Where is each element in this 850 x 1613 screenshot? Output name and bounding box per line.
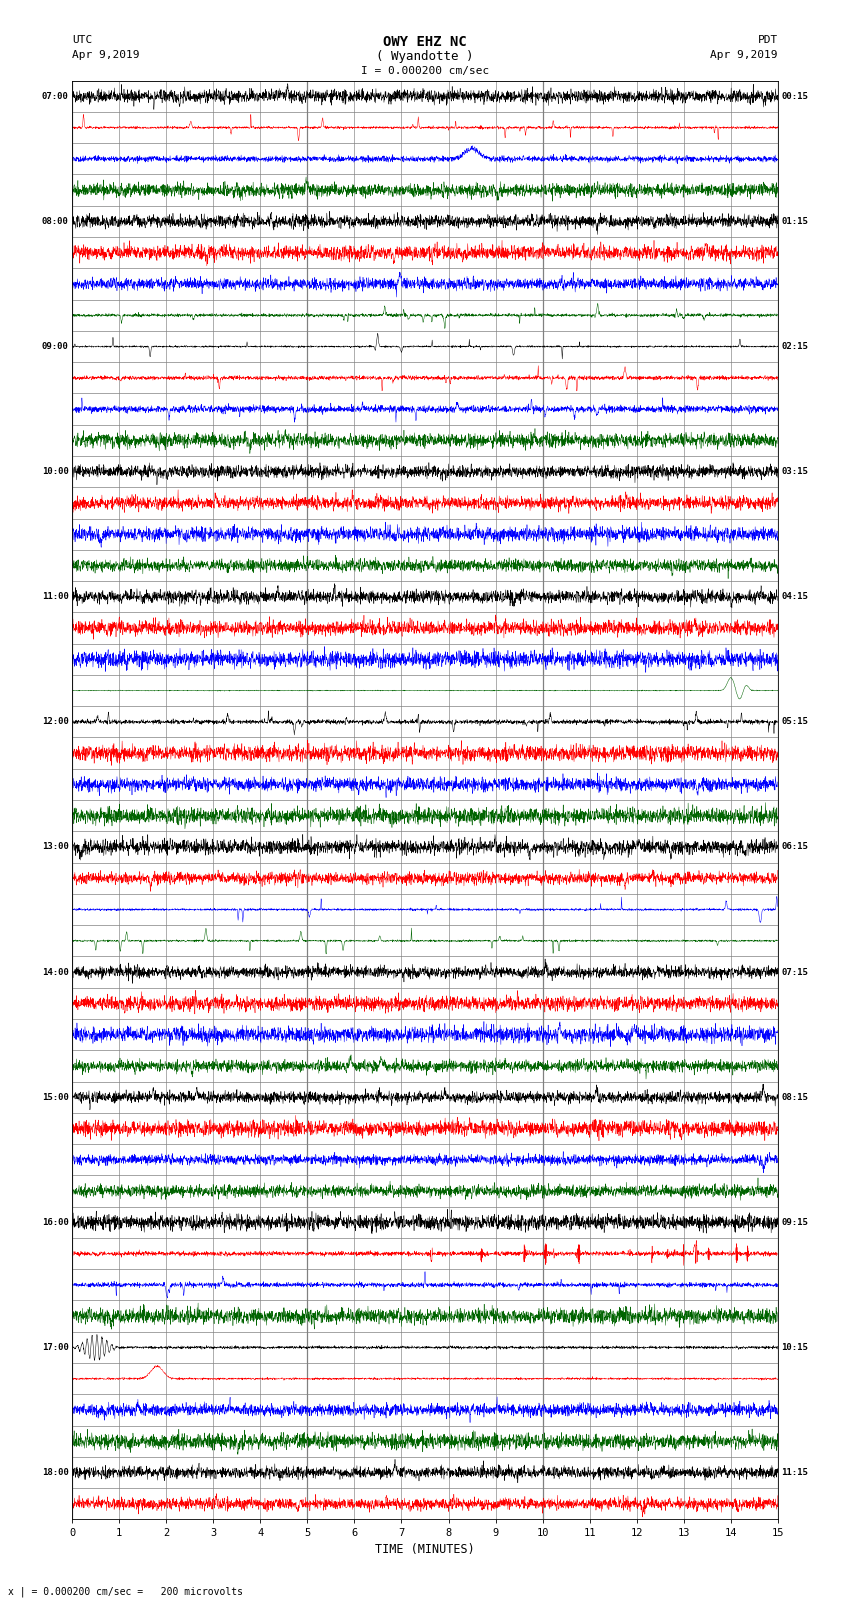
- Text: 00:15: 00:15: [781, 92, 808, 100]
- Text: 14:00: 14:00: [42, 968, 69, 976]
- Text: 03:15: 03:15: [781, 468, 808, 476]
- Text: 10:00: 10:00: [42, 468, 69, 476]
- Text: I = 0.000200 cm/sec: I = 0.000200 cm/sec: [361, 66, 489, 76]
- Text: 17:00: 17:00: [42, 1344, 69, 1352]
- Text: Apr 9,2019: Apr 9,2019: [711, 50, 778, 60]
- Text: 08:15: 08:15: [781, 1092, 808, 1102]
- Text: 11:15: 11:15: [781, 1468, 808, 1478]
- Text: OWY EHZ NC: OWY EHZ NC: [383, 35, 467, 50]
- Text: 01:15: 01:15: [781, 216, 808, 226]
- Text: 13:00: 13:00: [42, 842, 69, 852]
- Text: ( Wyandotte ): ( Wyandotte ): [377, 50, 473, 63]
- Text: 09:15: 09:15: [781, 1218, 808, 1227]
- Text: 11:00: 11:00: [42, 592, 69, 602]
- Text: 02:15: 02:15: [781, 342, 808, 352]
- Text: 16:00: 16:00: [42, 1218, 69, 1227]
- Text: 08:00: 08:00: [42, 216, 69, 226]
- Text: 15:00: 15:00: [42, 1092, 69, 1102]
- Text: 07:00: 07:00: [42, 92, 69, 100]
- Text: x | = 0.000200 cm/sec =   200 microvolts: x | = 0.000200 cm/sec = 200 microvolts: [8, 1586, 243, 1597]
- Text: Apr 9,2019: Apr 9,2019: [72, 50, 139, 60]
- Text: 07:15: 07:15: [781, 968, 808, 976]
- Text: 12:00: 12:00: [42, 718, 69, 726]
- Text: 18:00: 18:00: [42, 1468, 69, 1478]
- Text: 09:00: 09:00: [42, 342, 69, 352]
- Text: UTC: UTC: [72, 35, 93, 45]
- Text: 06:15: 06:15: [781, 842, 808, 852]
- X-axis label: TIME (MINUTES): TIME (MINUTES): [375, 1542, 475, 1555]
- Text: PDT: PDT: [757, 35, 778, 45]
- Text: 04:15: 04:15: [781, 592, 808, 602]
- Text: 10:15: 10:15: [781, 1344, 808, 1352]
- Text: 05:15: 05:15: [781, 718, 808, 726]
